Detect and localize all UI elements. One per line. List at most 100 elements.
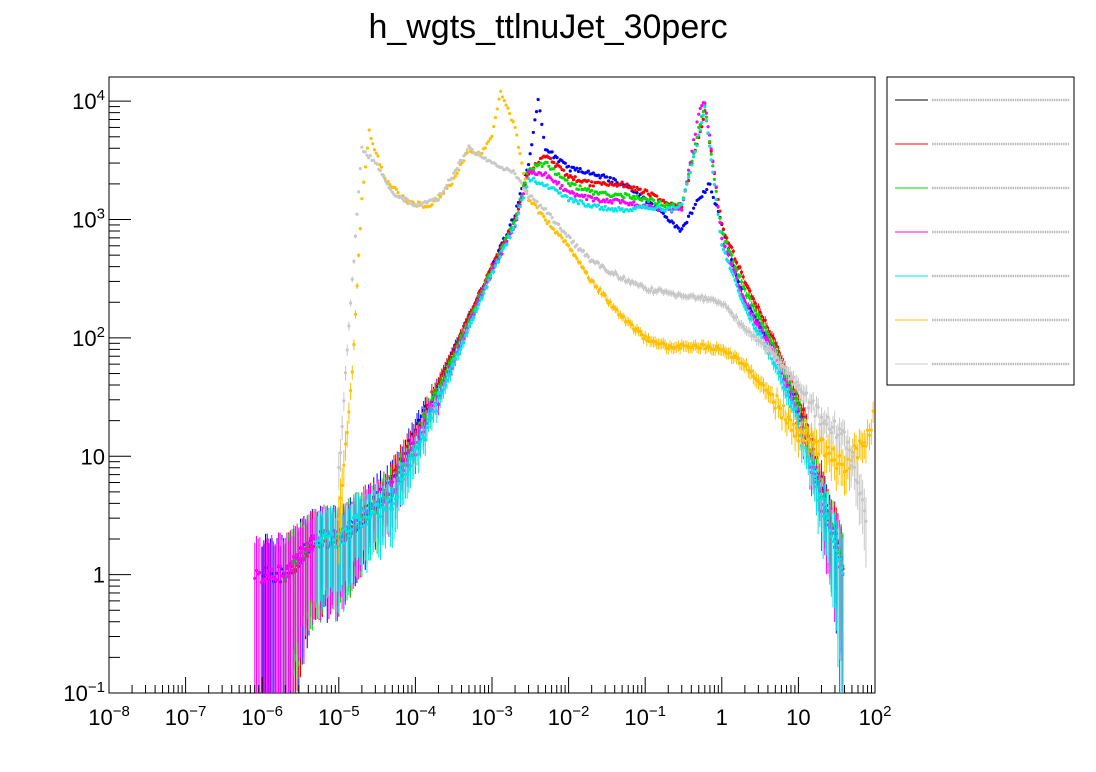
data-point — [693, 150, 697, 154]
data-point — [430, 203, 434, 207]
data-point — [278, 564, 282, 568]
data-point — [743, 287, 747, 291]
data-point — [573, 182, 577, 187]
data-point — [615, 209, 619, 213]
data-point — [550, 216, 554, 220]
data-point — [590, 195, 594, 200]
data-point — [705, 187, 709, 192]
data-point — [781, 377, 786, 382]
data-point — [833, 419, 837, 423]
data-point — [343, 371, 348, 375]
data-point — [563, 239, 567, 243]
data-point — [760, 329, 764, 333]
data-point — [831, 425, 835, 429]
data-point — [538, 109, 542, 113]
data-point — [697, 133, 701, 137]
data-point — [718, 220, 722, 224]
data-point — [553, 179, 558, 183]
data-point — [780, 371, 784, 375]
data-point — [383, 508, 388, 512]
data-point — [369, 136, 373, 141]
data-point — [412, 457, 416, 461]
data-point — [756, 305, 761, 309]
data-point — [591, 184, 595, 188]
data-point — [488, 136, 492, 141]
legend-entries — [895, 98, 1070, 366]
data-point — [728, 351, 732, 355]
data-point — [735, 315, 739, 319]
data-point — [772, 361, 776, 365]
data-point — [450, 364, 454, 368]
x-tick-label: 10 — [786, 705, 810, 730]
data-point — [508, 236, 512, 240]
data-point — [671, 291, 675, 295]
data-point — [605, 197, 609, 201]
data-point — [586, 276, 590, 280]
data-point — [780, 416, 784, 420]
data-point — [671, 221, 675, 225]
data-point — [836, 433, 840, 437]
data-point — [686, 175, 691, 179]
series-5 — [314, 105, 845, 693]
data-point — [648, 289, 652, 293]
data-point — [751, 304, 755, 308]
data-point — [448, 361, 452, 365]
data-point — [528, 169, 532, 173]
data-point — [343, 527, 347, 531]
data-point — [700, 125, 704, 129]
data-point — [758, 331, 762, 336]
data-point — [793, 407, 797, 411]
data-point — [520, 181, 524, 185]
data-point — [795, 396, 799, 401]
data-point — [775, 366, 779, 370]
data-point — [683, 189, 687, 193]
data-point — [415, 444, 419, 448]
data-point — [441, 387, 446, 392]
data-point — [510, 229, 514, 234]
data-point — [337, 465, 341, 470]
data-point — [615, 273, 619, 277]
data-point — [798, 428, 802, 432]
data-point — [627, 193, 631, 197]
data-point — [426, 417, 431, 421]
data-point — [721, 232, 726, 236]
data-point — [627, 278, 631, 282]
data-point — [693, 202, 697, 206]
data-point — [488, 274, 492, 278]
data-point — [405, 444, 409, 448]
data-point — [805, 429, 809, 433]
data-point — [811, 441, 815, 446]
data-point — [505, 239, 509, 243]
data-point — [811, 399, 815, 403]
data-point — [550, 150, 554, 154]
x-tick-label: 10−8 — [88, 703, 130, 730]
data-point — [315, 543, 319, 547]
data-point — [839, 432, 843, 436]
data-point — [772, 343, 776, 347]
data-point — [809, 401, 814, 405]
data-point — [758, 310, 762, 314]
data-point — [368, 154, 372, 158]
data-point — [765, 388, 769, 392]
data-point — [555, 156, 559, 160]
data-point — [530, 194, 534, 198]
data-point — [700, 195, 704, 199]
data-point — [826, 445, 830, 449]
data-point — [558, 165, 562, 169]
data-point — [862, 440, 866, 445]
data-point — [568, 169, 572, 173]
data-point — [407, 468, 411, 472]
data-point — [751, 296, 755, 301]
data-point — [751, 323, 755, 327]
data-point — [800, 430, 804, 434]
data-point — [528, 152, 532, 156]
data-point — [688, 170, 692, 174]
data-point — [813, 474, 817, 479]
data-point — [753, 308, 757, 313]
data-point — [788, 418, 792, 422]
data-point — [560, 236, 564, 240]
data-point — [728, 250, 732, 254]
data-point — [335, 532, 339, 536]
data-point — [438, 384, 442, 388]
data-point — [452, 362, 456, 366]
